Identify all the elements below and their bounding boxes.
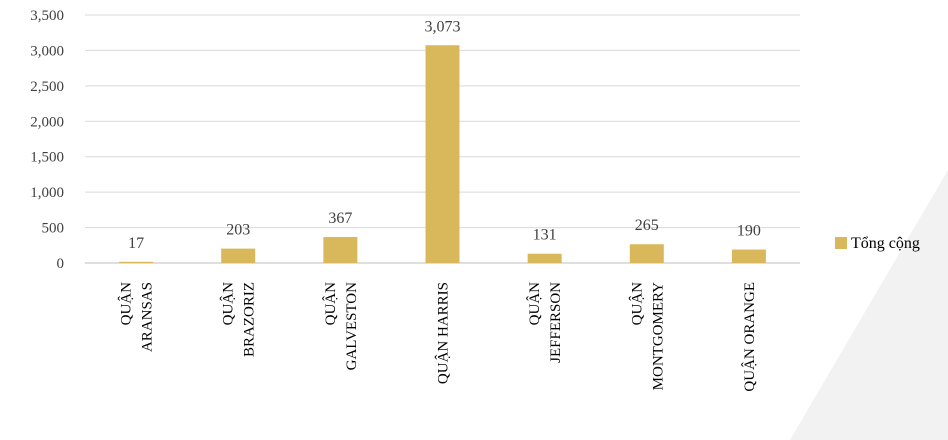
y-tick-label: 3,000: [30, 43, 64, 59]
y-tick-label: 500: [42, 221, 65, 237]
y-tick-label: 1,000: [30, 185, 64, 201]
bar: [119, 261, 154, 263]
x-tick-label: GALVESTON: [344, 282, 360, 371]
y-tick-label: 3,500: [30, 8, 64, 24]
decorative-corner-shape: [790, 170, 948, 440]
y-tick-label: 2,500: [30, 79, 64, 95]
legend: Tổng cộng: [835, 235, 920, 252]
x-axis-tick-labels: QUẬN ARANSAS QUẬN BRAZORIZ QUẬN GALVESTON QUẬN…: [118, 282, 758, 392]
x-tick-label: QUẬN: [628, 282, 645, 325]
data-label: 203: [226, 222, 250, 239]
data-label: 17: [128, 235, 144, 252]
data-label: 3,073: [425, 18, 461, 35]
y-axis-tick-labels: 0 500 1,000 1,500 2,000 2,500 3,000 3,500: [30, 8, 64, 272]
y-tick-label: 1,500: [30, 150, 64, 166]
x-tick-label: QUẬN: [118, 282, 135, 325]
x-tick-label: BRAZORIZ: [242, 282, 258, 357]
bar: [425, 45, 460, 264]
bar: [629, 244, 664, 263]
x-tick-label: JEFFERSON: [548, 282, 564, 363]
bars: [119, 45, 766, 264]
x-tick-label: QUẬN HARRIS: [435, 282, 452, 384]
data-label: 131: [533, 227, 557, 244]
data-label: 190: [737, 223, 761, 240]
y-tick-label: 2,000: [30, 114, 64, 130]
data-labels: 17 203 367 3,073 131 265 190: [128, 18, 761, 252]
x-tick-label: QUẬN ORANGE: [741, 282, 758, 392]
x-tick-label: QUẬN: [526, 282, 543, 325]
bar: [221, 248, 256, 263]
data-label: 265: [635, 217, 659, 234]
bar: [731, 249, 766, 263]
x-tick-label: MONTGOMERY: [650, 282, 666, 391]
x-tick-label: QUẬN: [322, 282, 339, 325]
bar: [323, 236, 358, 263]
legend-label: Tổng cộng: [851, 235, 920, 252]
x-tick-label: ARANSAS: [140, 282, 156, 352]
legend-swatch: [835, 237, 847, 249]
data-label: 367: [328, 210, 352, 227]
x-tick-label: QUẬN: [220, 282, 237, 325]
bar: [527, 253, 562, 263]
y-tick-label: 0: [57, 256, 65, 272]
